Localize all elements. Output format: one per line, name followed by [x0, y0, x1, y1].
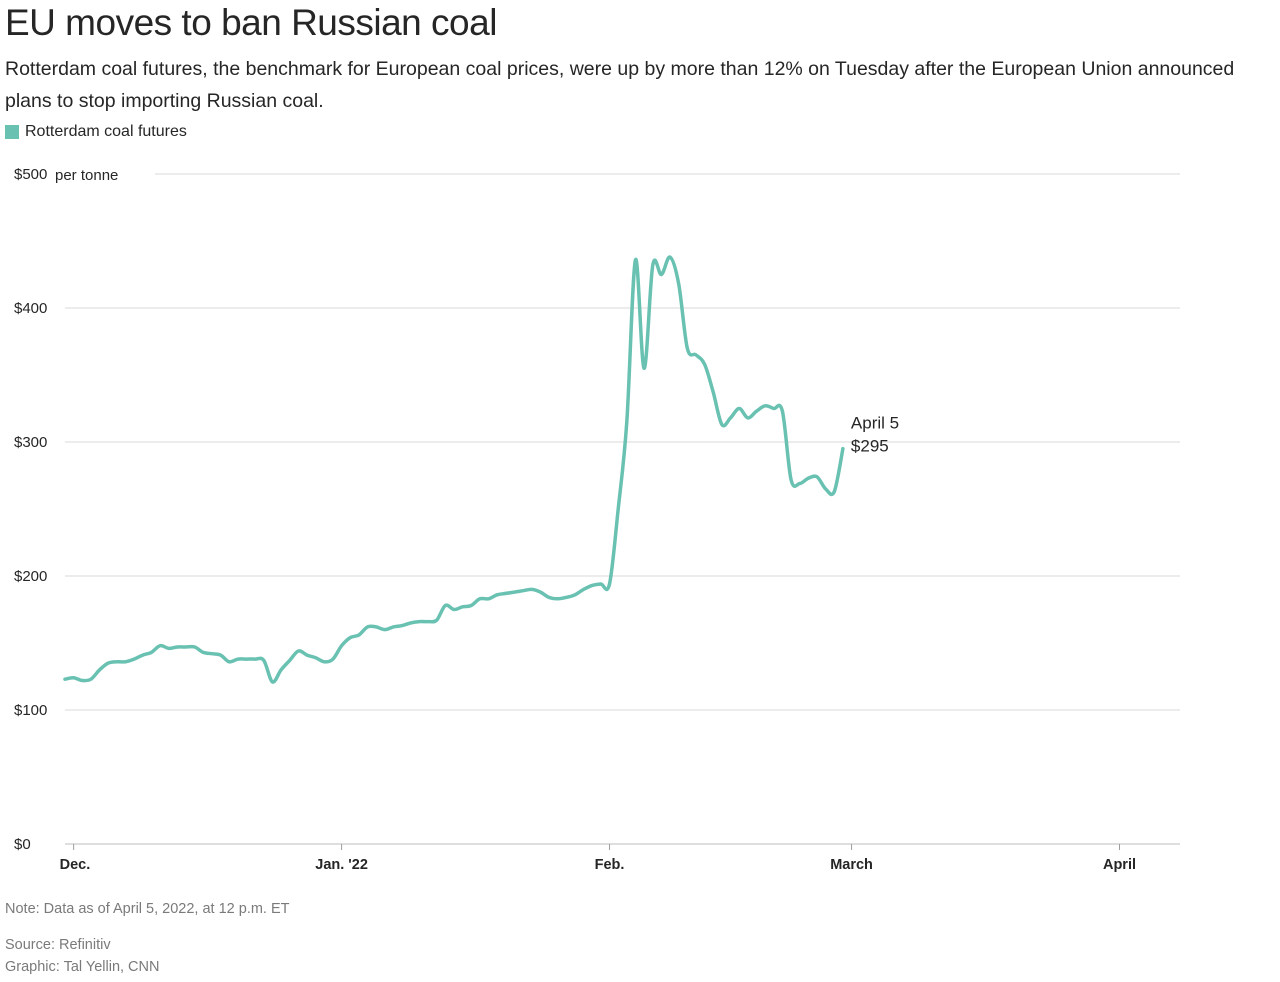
legend-label: Rotterdam coal futures [25, 123, 187, 140]
y-axis-unit-label: per tonne [55, 167, 118, 184]
line-chart: $500 per tonne $400 $300 $200 $100 $0 Dec. Jan. … [14, 166, 1180, 873]
annotation-date: April 5 [851, 414, 899, 433]
series-line-rotterdam-coal-futures [63, 255, 845, 684]
x-tick-label-0: Dec. [60, 857, 91, 873]
x-tick-label-1: Jan. '22 [315, 857, 368, 873]
footer-note: Note: Data as of April 5, 2022, at 12 p.… [5, 901, 290, 917]
footer-source: Source: Refinitiv [5, 937, 111, 953]
y-tick-label-400: $400 [14, 300, 47, 317]
chart-title: EU moves to ban Russian coal [5, 2, 497, 43]
chart-subtitle: Rotterdam coal futures, the benchmark fo… [5, 58, 1235, 112]
legend: Rotterdam coal futures [5, 123, 187, 141]
x-tick-label-2: Feb. [595, 857, 625, 873]
y-tick-label-0: $0 [14, 836, 31, 853]
legend-swatch [5, 125, 19, 139]
y-tick-label-100: $100 [14, 702, 47, 719]
footer-credit: Graphic: Tal Yellin, CNN [5, 959, 160, 975]
x-tick-label-4: April [1103, 857, 1136, 873]
annotation-value: $295 [851, 437, 889, 456]
x-tick-label-3: March [830, 857, 873, 873]
y-tick-label-200: $200 [14, 568, 47, 585]
y-tick-label-300: $300 [14, 434, 47, 451]
y-tick-label-500: $500 [14, 166, 47, 183]
